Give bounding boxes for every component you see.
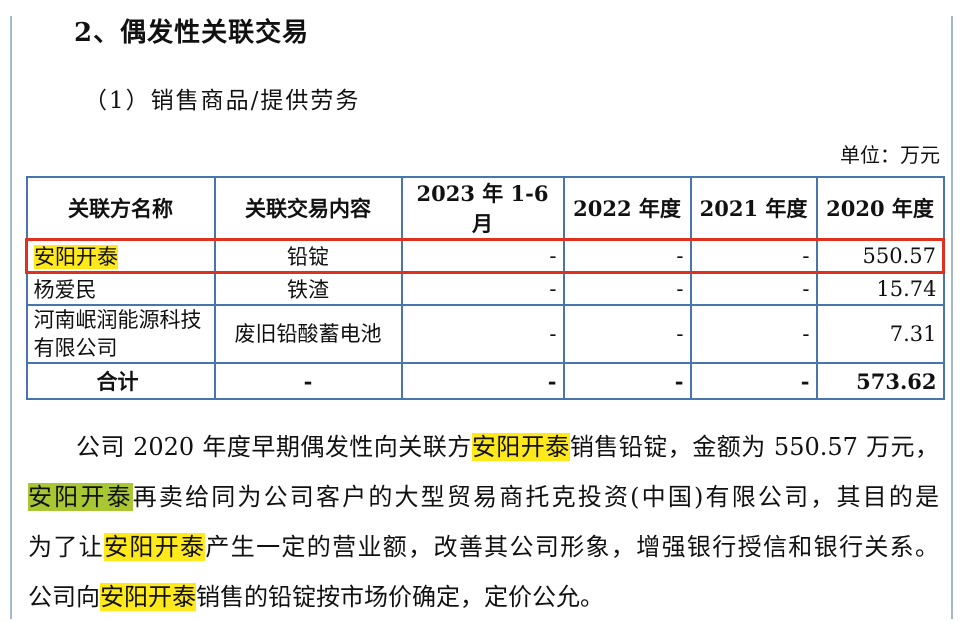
column-header: 关联交易内容 bbox=[213, 176, 403, 241]
cell-value: - bbox=[689, 238, 818, 274]
cell-value: - bbox=[562, 304, 692, 364]
paragraph-line: 公司 2020 年度早期偶发性向关联方安阳开泰销售铅锭，金额为 550.57 万… bbox=[28, 422, 939, 472]
table-header-row: 关联方名称 关联交易内容 2023 年 1-6 月 2022 年度 2021 年度 202… bbox=[25, 176, 945, 241]
subsection-title: （1）销售商品/提供劳务 bbox=[84, 88, 361, 114]
text-segment: 再卖给同为公司客户的大型贸易商托克投资(中国)有限公司，其目的是 bbox=[132, 483, 939, 511]
text-segment: 销售的铅锭按市场价确定，定价公允。 bbox=[196, 583, 604, 611]
cell-transaction-content: 铁渣 bbox=[213, 271, 403, 306]
cell-value: 15.74 bbox=[815, 271, 945, 306]
cell-transaction-content: - bbox=[213, 362, 403, 400]
cell-party-name: 杨爱民 bbox=[25, 271, 216, 306]
cell-transaction-content: 废旧铅酸蓄电池 bbox=[213, 304, 403, 364]
cell-party-name: 安阳开泰 bbox=[25, 238, 216, 274]
cell-value: - bbox=[562, 238, 692, 274]
cell-value: - bbox=[400, 238, 565, 274]
page-right-border bbox=[951, 16, 953, 619]
paragraph-line: 为了让安阳开泰产生一定的营业额，改善其公司形象，增强银行授信和银行关系。 bbox=[28, 522, 939, 572]
page: 2、偶发性关联交易 （1）销售商品/提供劳务 单位：万元 关联方名称 关联交易内容… bbox=[0, 16, 963, 622]
section-title: 2、偶发性关联交易 bbox=[74, 18, 310, 48]
column-header: 2022 年度 bbox=[562, 176, 692, 241]
highlighted-text: 安阳开泰 bbox=[28, 483, 133, 511]
paragraph-line: 安阳开泰再卖给同为公司客户的大型贸易商托克投资(中国)有限公司，其目的是 bbox=[28, 472, 939, 522]
cell-value: 7.31 bbox=[815, 304, 945, 364]
text-segment: 公司向 bbox=[28, 583, 100, 611]
cell-value: 550.57 bbox=[815, 238, 945, 274]
paragraph: 公司 2020 年度早期偶发性向关联方安阳开泰销售铅锭，金额为 550.57 万… bbox=[28, 422, 939, 622]
cell-value: - bbox=[689, 271, 818, 306]
cell-value: - bbox=[689, 362, 818, 400]
cell-value: - bbox=[400, 271, 565, 306]
paragraph-line: 公司向安阳开泰销售的铅锭按市场价确定，定价公允。 bbox=[28, 572, 939, 622]
highlighted-text: 安阳开泰 bbox=[34, 245, 118, 269]
highlighted-text: 安阳开泰 bbox=[104, 533, 206, 561]
cell-value: - bbox=[562, 362, 692, 400]
cell-party-name: 合计 bbox=[25, 362, 216, 400]
cell-value: - bbox=[562, 271, 692, 306]
text-segment: 为了让 bbox=[28, 533, 105, 561]
highlighted-text: 安阳开泰 bbox=[100, 583, 196, 611]
column-header: 关联方名称 bbox=[25, 176, 216, 241]
table-row: 安阳开泰 铅锭 - - -550.57 bbox=[25, 238, 945, 274]
column-header: 2020 年度 bbox=[815, 176, 945, 241]
cell-value: - bbox=[400, 304, 565, 364]
text-segment: 公司 2020 年度早期偶发性向关联方 bbox=[76, 433, 472, 461]
table-row: 杨爱民 铁渣 - - -15.74 bbox=[25, 271, 945, 306]
cell-value: 573.62 bbox=[815, 362, 945, 400]
page-left-border bbox=[10, 16, 12, 619]
highlighted-text: 安阳开泰 bbox=[471, 433, 570, 461]
table-row: 河南岷润能源科技有限公司 废旧铅酸蓄电池 - - -7.31 bbox=[25, 304, 945, 364]
related-transactions-table: 关联方名称 关联交易内容 2023 年 1-6 月 2022 年度 2021 年度 202… bbox=[25, 176, 945, 400]
text-segment: 产生一定的营业额，改善其公司形象，增强银行授信和银行关系。 bbox=[205, 533, 940, 561]
table-total-row: 合计 - - - -573.62 bbox=[25, 362, 945, 400]
column-header: 2021 年度 bbox=[689, 176, 818, 241]
text-segment: 销售铅锭，金额为 550.57 万元， bbox=[569, 433, 940, 461]
cell-party-name: 河南岷润能源科技有限公司 bbox=[25, 304, 216, 364]
column-header: 2023 年 1-6 月 bbox=[400, 176, 565, 241]
cell-value: - bbox=[689, 304, 818, 364]
cell-transaction-content: 铅锭 bbox=[213, 238, 403, 274]
table-body: 安阳开泰 铅锭 - - -550.57 杨爱民 铁渣 - - -15.74 河南岷润能源科技有限公司… bbox=[25, 238, 945, 400]
cell-value: - bbox=[400, 362, 565, 400]
unit-label: 单位：万元 bbox=[840, 143, 940, 167]
